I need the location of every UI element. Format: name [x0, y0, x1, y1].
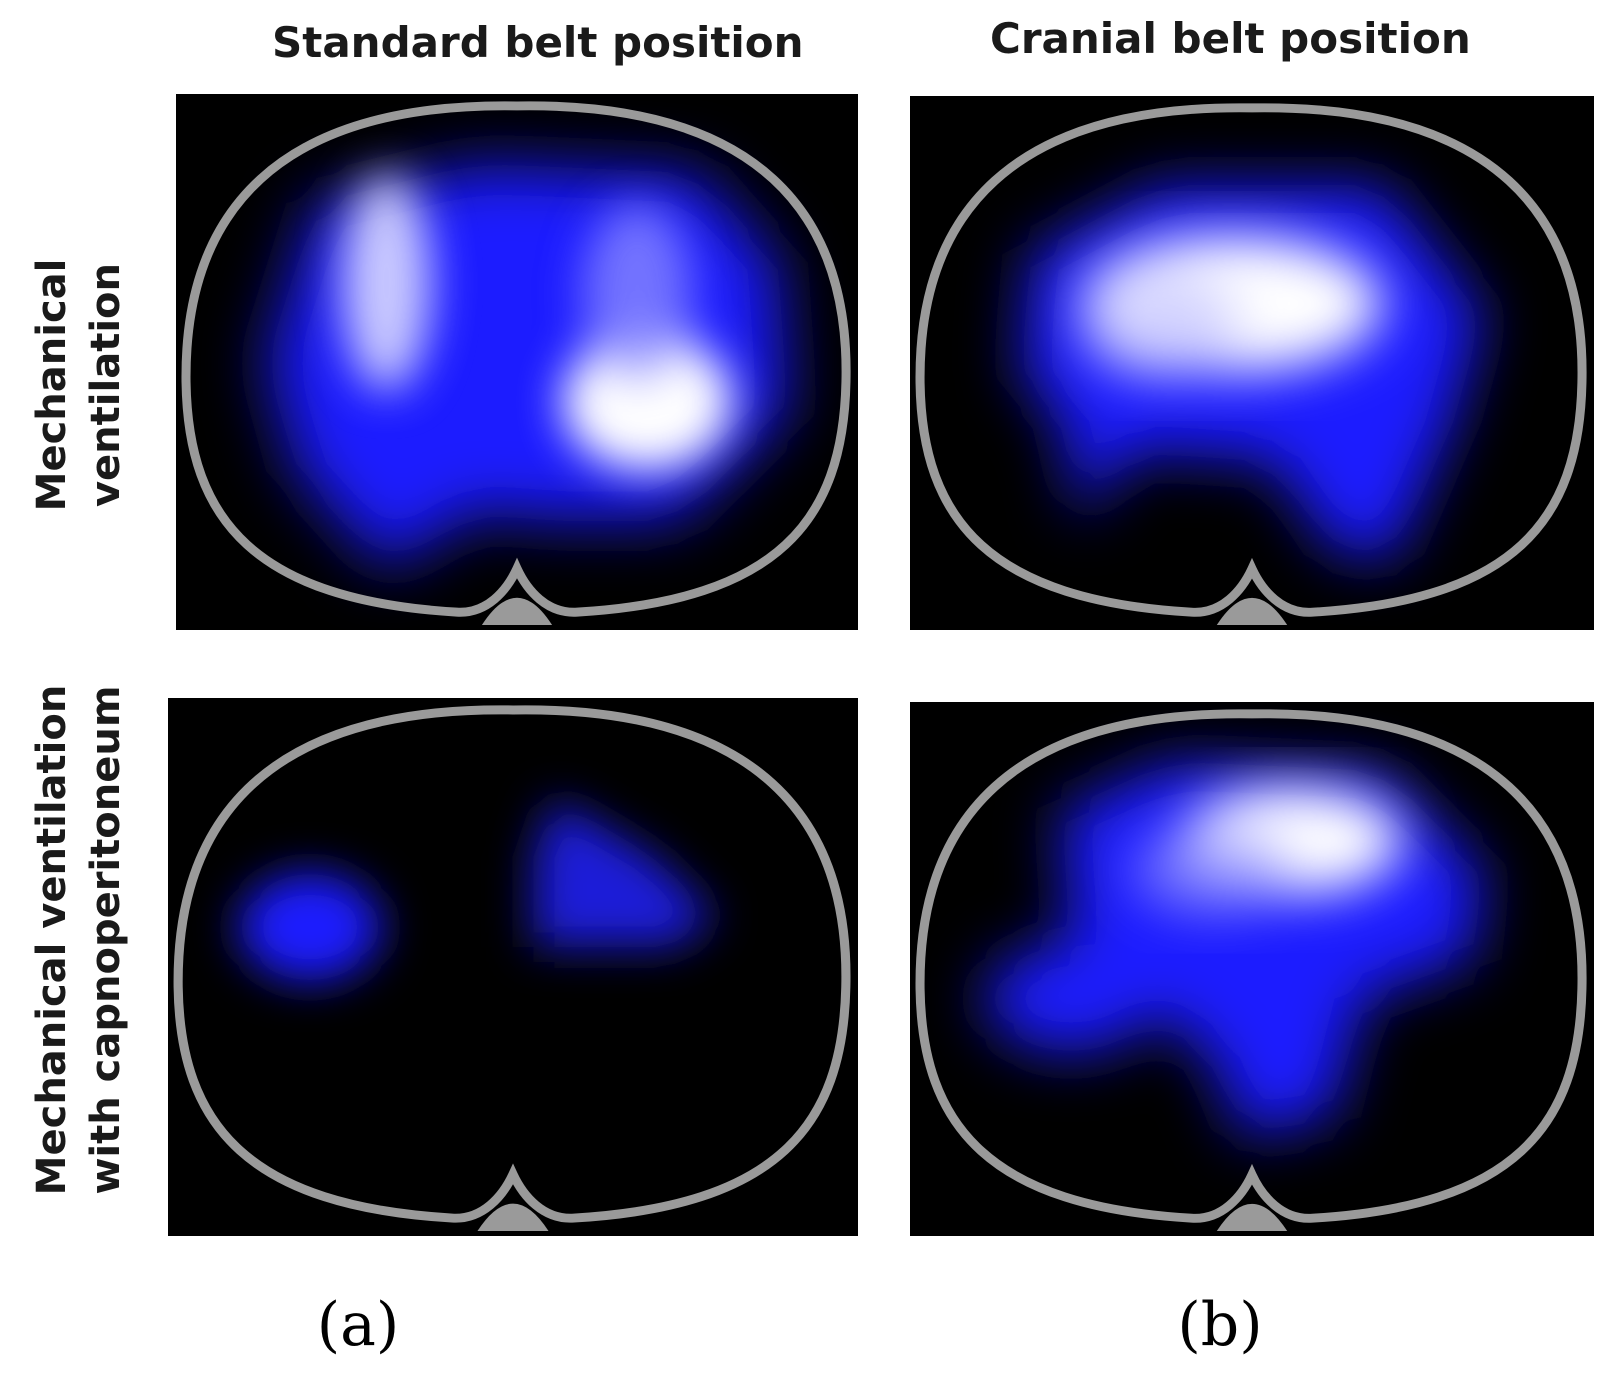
eit-image-cranial-mv [910, 96, 1594, 630]
row-title-line: Mechanical [29, 258, 75, 512]
eit-image-standard-capnoperitoneum [168, 698, 858, 1236]
thorax-outline [181, 101, 851, 617]
thorax-outline [915, 103, 1587, 617]
subfigure-label-a: (a) [316, 1290, 400, 1360]
eit-image-cranial-capnoperitoneum [910, 702, 1594, 1236]
eit-image-standard-mv [176, 94, 858, 630]
column-title-cranial: Cranial belt position [990, 14, 1471, 63]
row-title-capnoperitoneum: Mechanical ventilation with capnoperiton… [25, 660, 135, 1220]
thorax-outline [915, 709, 1587, 1223]
row-title-line: Mechanical ventilation [29, 684, 75, 1196]
row-title-line: ventilation [83, 263, 129, 508]
ventilation-map [239, 797, 716, 982]
thorax-outline [173, 705, 851, 1223]
row-title-mechanical-ventilation: Mechanical ventilation [25, 185, 135, 585]
row-title-line: with capnoperitoneum [83, 685, 129, 1195]
column-title-standard: Standard belt position [272, 18, 804, 67]
subfigure-label-b: (b) [1177, 1290, 1263, 1360]
